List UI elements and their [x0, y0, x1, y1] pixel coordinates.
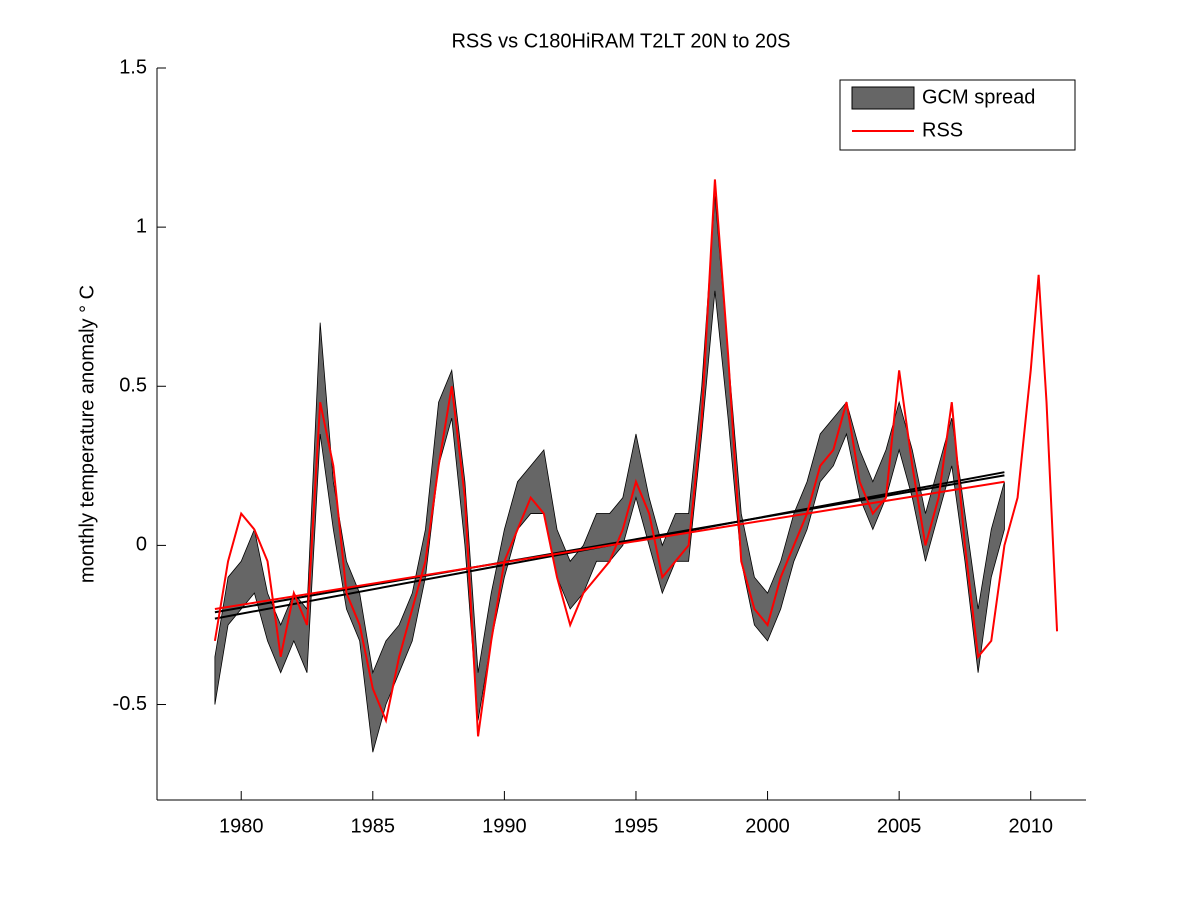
x-tick-label: 1985 [351, 815, 396, 837]
x-tick-label: 2005 [877, 815, 922, 837]
y-tick-label: 0 [136, 534, 147, 556]
data-line [213, 179, 1059, 737]
legend-swatch [851, 86, 915, 110]
legend-label: GCM spread [922, 86, 1035, 108]
legend: GCM spread RSS [839, 79, 1076, 151]
y-axis-label: monthly temperature anomaly ° C [76, 285, 98, 583]
chart-title: RSS vs C180HiRAM T2LT 20N to 20S [451, 30, 790, 52]
x-tick-label: 2000 [745, 815, 790, 837]
y-tick-label: 1 [136, 215, 147, 237]
x-tick-label: 1995 [614, 815, 659, 837]
spread-area [214, 195, 1005, 753]
y-tick-label: -0.5 [113, 693, 147, 715]
plot-area [213, 179, 1059, 753]
y-tick-label: 0.5 [119, 375, 147, 397]
x-tick-label: 1980 [219, 815, 264, 837]
x-tick-label: 1990 [482, 815, 527, 837]
legend-label: RSS [922, 119, 963, 141]
x-tick-label: 2010 [1008, 815, 1053, 837]
y-tick-label: 1.5 [119, 56, 147, 78]
